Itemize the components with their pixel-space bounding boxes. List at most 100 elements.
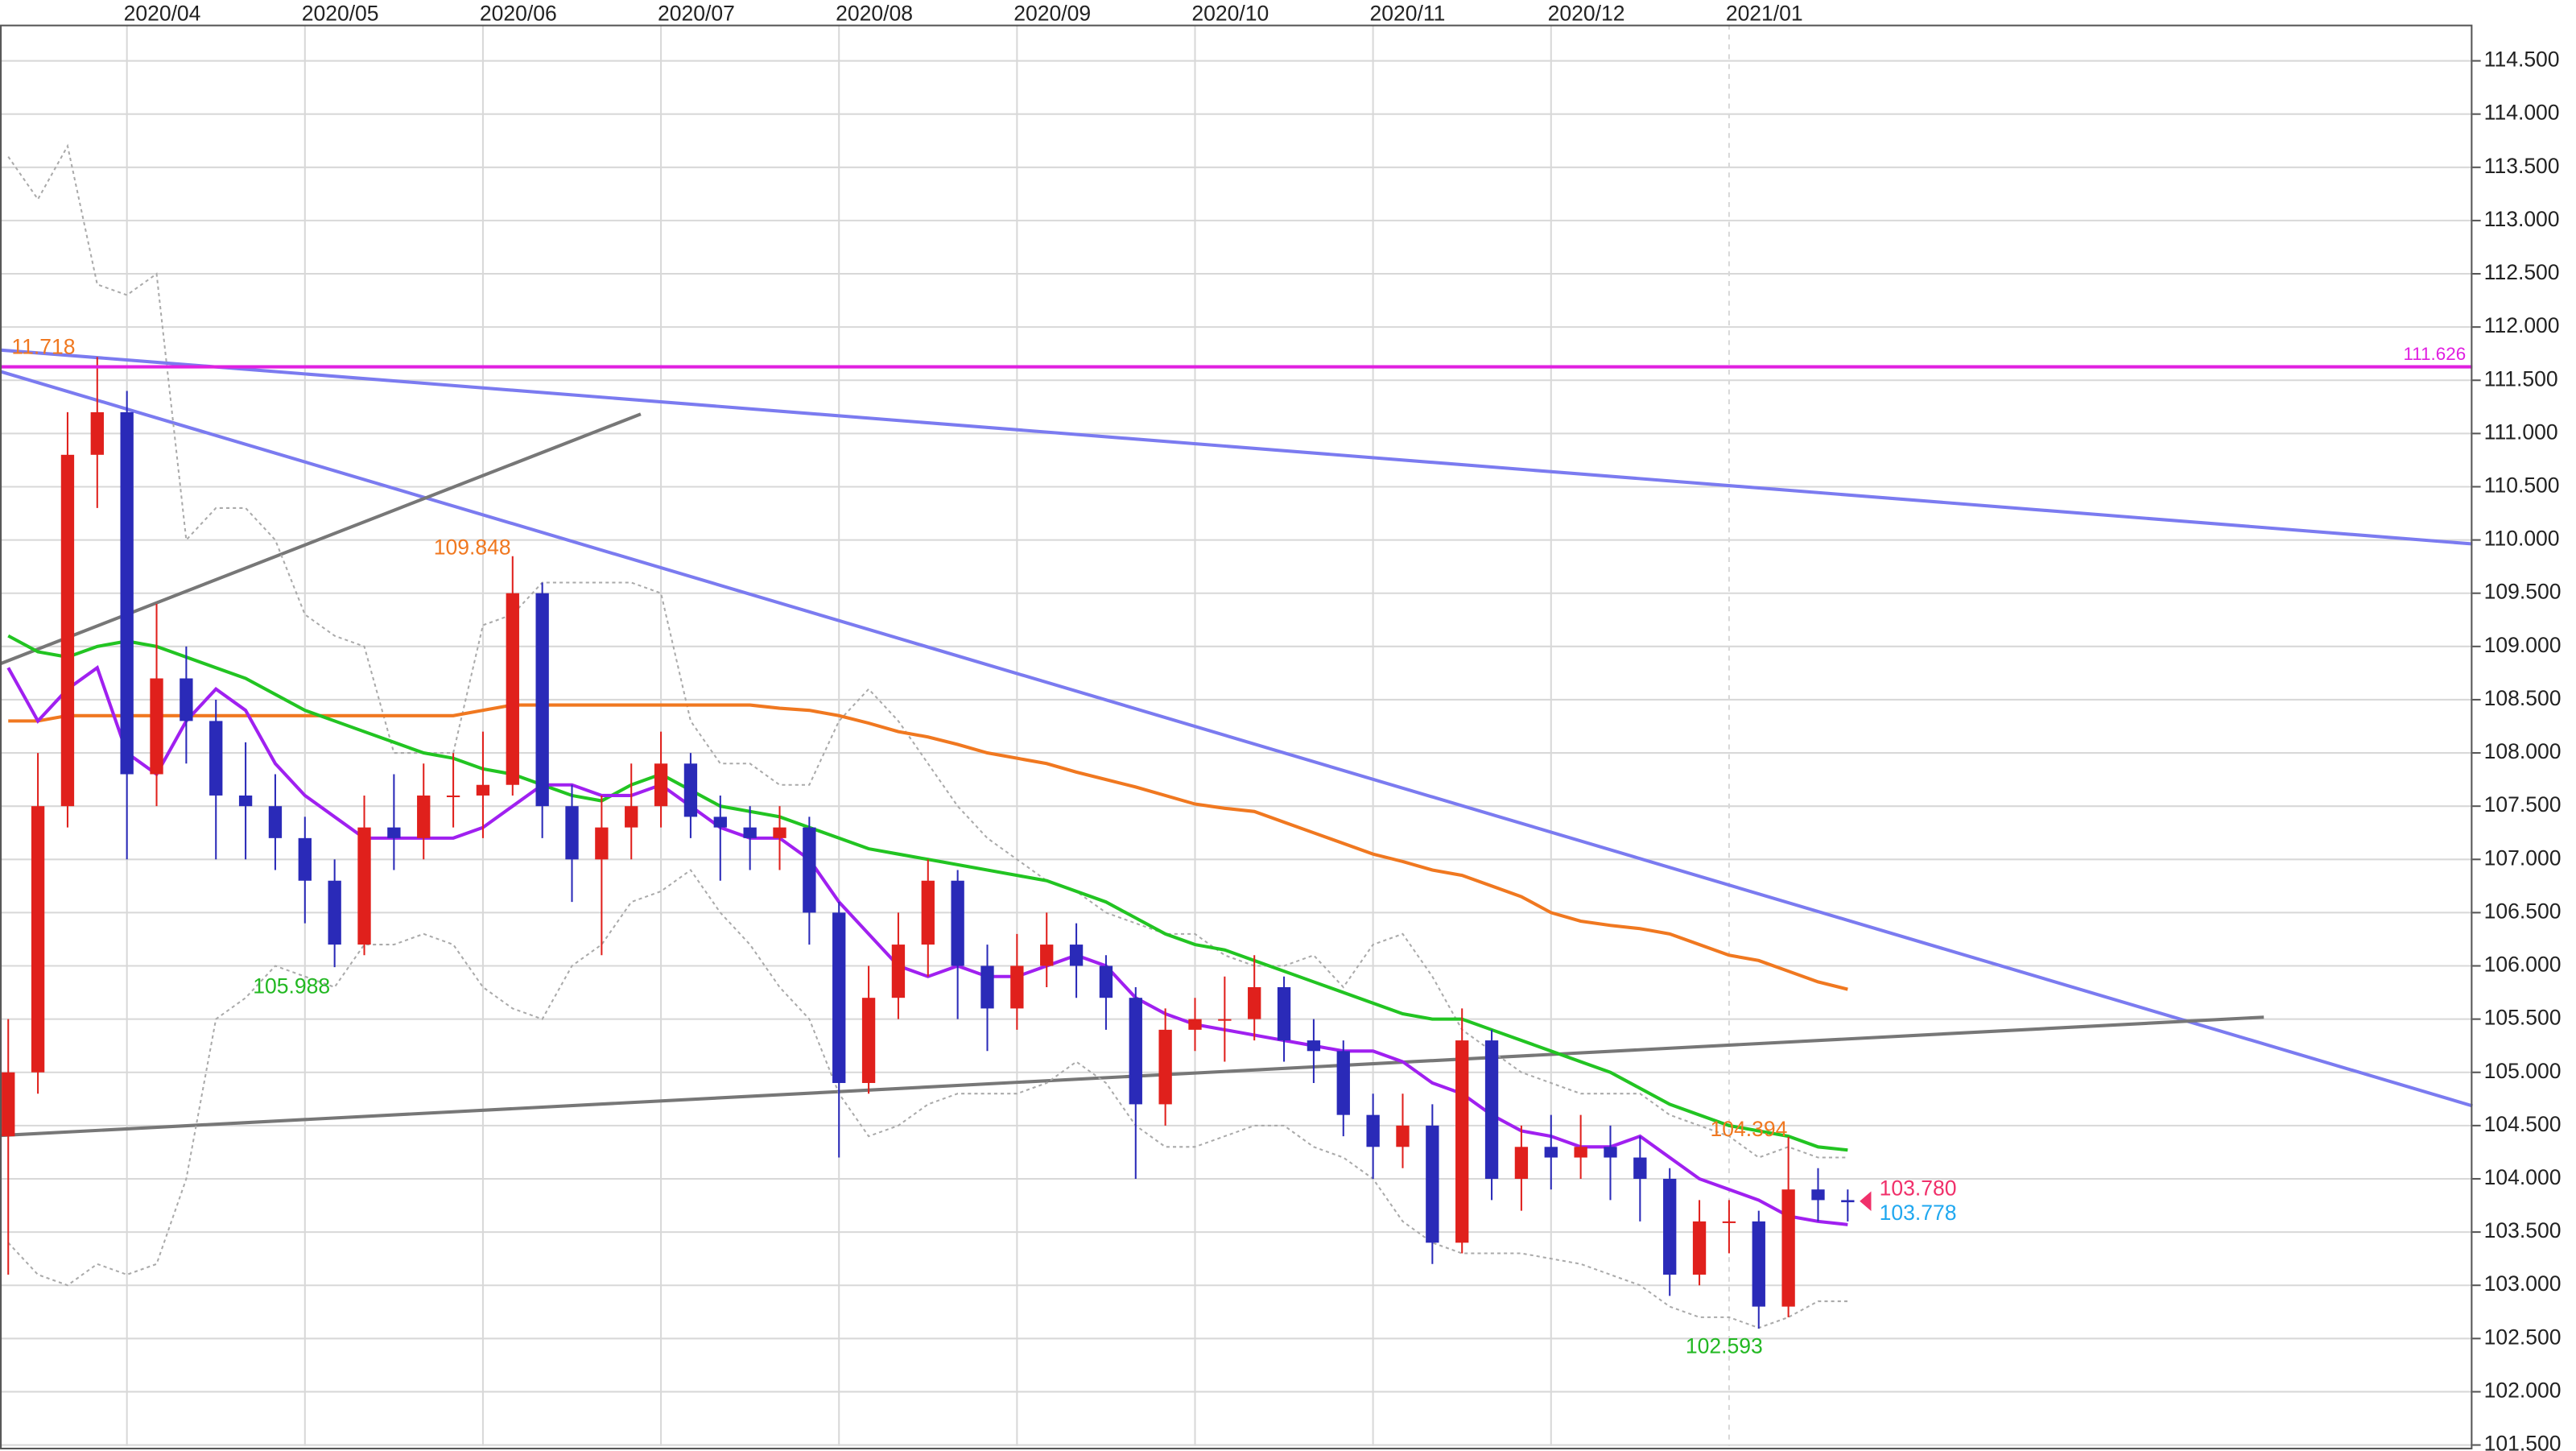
y-tick-label: 105.000 [2484, 1059, 2562, 1083]
candle-body [1277, 986, 1291, 1041]
candle-body [1188, 1019, 1202, 1030]
price-marker [1860, 1191, 1872, 1212]
candle-body [150, 678, 163, 775]
x-tick-label: 2020/07 [658, 1, 735, 25]
candle-body [1396, 1125, 1410, 1147]
y-tick-label: 102.000 [2484, 1378, 2562, 1402]
candle-body [1218, 1019, 1232, 1021]
annotation: 103.780 [1880, 1176, 1957, 1201]
candle-body [476, 784, 490, 796]
x-tick-label: 2020/12 [1548, 1, 1625, 25]
candle-body [1574, 1147, 1587, 1158]
trend-lines [0, 348, 2473, 1138]
y-tick-label: 111.500 [2484, 366, 2558, 391]
x-tick-label: 2020/06 [480, 1, 557, 25]
candle-body [980, 965, 994, 1009]
annotation: 103.778 [1880, 1201, 1957, 1225]
y-tick-label: 103.500 [2484, 1218, 2562, 1242]
candle-body [446, 795, 460, 797]
candle-body [565, 806, 579, 860]
y-tick-label: 106.000 [2484, 953, 2562, 977]
annotation: 105.988 [253, 974, 330, 998]
y-tick-label: 112.500 [2484, 260, 2560, 284]
y-tick-label: 104.500 [2484, 1112, 2562, 1136]
annotation: 102.593 [1686, 1333, 1763, 1358]
trend-line [0, 348, 2473, 546]
plot-border [0, 24, 2473, 1449]
y-tick-label: 109.500 [2484, 580, 2562, 604]
candle-body [298, 837, 312, 881]
candle-body [1010, 965, 1024, 1009]
y-tick-label: 110.000 [2484, 527, 2560, 551]
candle-body [1841, 1200, 1855, 1203]
candle-body [180, 678, 193, 721]
y-tick-label: 104.000 [2484, 1165, 2562, 1189]
trend-line [0, 370, 2473, 1108]
candle-body [60, 454, 75, 807]
candle-body [1040, 945, 1054, 966]
candle-body [683, 763, 698, 817]
candle-body [1722, 1221, 1736, 1223]
x-tick-label: 2021/01 [1726, 1, 1803, 25]
candle-body [1514, 1147, 1529, 1179]
candle-body [743, 827, 757, 838]
y-tick-label: 102.500 [2484, 1325, 2562, 1349]
annotation: 11.718 [11, 335, 75, 359]
band-line [7, 143, 1848, 1159]
y-tick-label: 107.000 [2484, 845, 2562, 870]
y-tick-label: 111.000 [2484, 420, 2558, 444]
y-tick-label: 114.000 [2484, 101, 2560, 125]
candle-body [1604, 1147, 1617, 1158]
y-tick-label: 112.000 [2484, 313, 2560, 337]
candle-body [120, 411, 134, 775]
annotations: 11.718 109.848 105.988 104.394 102.593 1… [11, 335, 1956, 1358]
candle-body [1663, 1178, 1677, 1275]
y-tick-label: 105.500 [2484, 1006, 2562, 1030]
candle-body [1158, 1029, 1172, 1105]
candle-body [387, 827, 401, 838]
y-tick-label: 103.000 [2484, 1271, 2562, 1296]
candle-body [1099, 965, 1113, 998]
candle-body [713, 816, 727, 828]
candle-body [506, 593, 519, 785]
candle-body [803, 827, 816, 913]
y-tick-label: 113.000 [2484, 207, 2560, 231]
candle-body [1248, 986, 1261, 1019]
grid [0, 24, 2473, 1446]
x-tick-label: 2020/05 [302, 1, 379, 25]
moving-average [8, 703, 1848, 991]
candle-body [1336, 1051, 1350, 1115]
x-tick-label: 2020/04 [124, 1, 201, 25]
trend-line [0, 412, 642, 666]
candle-body [268, 806, 283, 838]
candle-body [921, 880, 935, 945]
candle-body [535, 593, 549, 807]
annotation: 104.394 [1710, 1117, 1787, 1141]
candle-body [1484, 1040, 1499, 1179]
y-tick-label: 108.500 [2484, 686, 2562, 710]
candle-body [773, 827, 786, 838]
candle-body [1544, 1147, 1558, 1158]
candle-body [832, 912, 846, 1083]
y-tick-label: 114.500 [2484, 48, 2560, 72]
y-tick-label: 108.000 [2484, 739, 2562, 763]
y-tick-label: 106.500 [2484, 899, 2562, 923]
horizontal-line-label: 111.626 [2403, 344, 2466, 364]
candle-body [654, 763, 668, 807]
y-tick-label: 113.500 [2484, 154, 2560, 178]
candle-body [328, 880, 341, 945]
candle-body [595, 827, 609, 860]
moving-average [6, 665, 1848, 1226]
y-tick-label: 107.500 [2484, 792, 2562, 816]
candle-body [1366, 1114, 1380, 1147]
y-tick-label: 110.500 [2484, 473, 2560, 498]
candle-body [1752, 1221, 1765, 1307]
candle-body [951, 880, 964, 966]
candle-body [625, 806, 638, 828]
candle-body [861, 998, 876, 1083]
x-tick-label: 2020/09 [1013, 1, 1091, 25]
candles [2, 357, 1855, 1329]
candle-body [1129, 998, 1142, 1105]
